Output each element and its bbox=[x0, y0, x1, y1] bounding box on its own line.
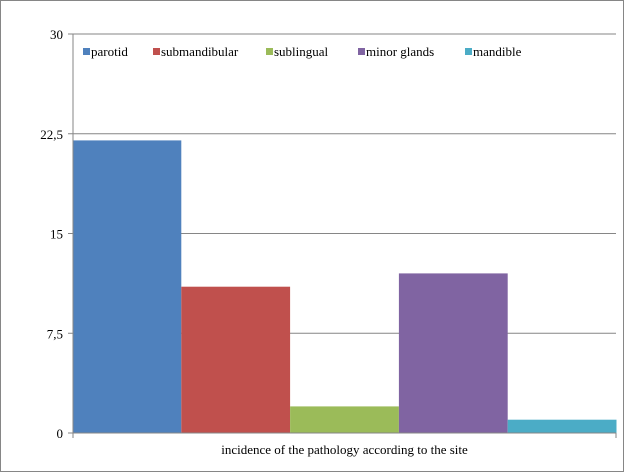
y-tick-labels: 0 7,5 15 22,5 30 bbox=[40, 27, 63, 441]
y-tick-label: 30 bbox=[50, 27, 63, 42]
bar-submandibular bbox=[181, 286, 291, 433]
y-tick-label: 0 bbox=[57, 426, 64, 441]
axes bbox=[68, 33, 617, 438]
bars bbox=[72, 140, 617, 433]
legend-swatch-parotid bbox=[83, 48, 90, 55]
legend-swatch-mandible bbox=[465, 48, 472, 55]
bar-sublingual bbox=[290, 406, 399, 433]
x-category-label: incidence of the pathology according to … bbox=[221, 442, 468, 457]
legend: parotid submandibular sublingual minor glan… bbox=[83, 44, 522, 59]
y-tick-label: 7,5 bbox=[47, 326, 63, 341]
legend-label-parotid: parotid bbox=[91, 44, 128, 59]
y-tick-label: 22,5 bbox=[40, 127, 63, 142]
legend-swatch-minor-glands bbox=[358, 48, 365, 55]
legend-label-submandibular: submandibular bbox=[161, 44, 239, 59]
y-tick-label: 15 bbox=[50, 227, 63, 242]
legend-label-mandible: mandible bbox=[473, 44, 522, 59]
legend-swatch-submandibular bbox=[153, 48, 160, 55]
bar-minor-glands bbox=[398, 273, 508, 433]
x-category-labels: incidence of the pathology according to … bbox=[221, 442, 468, 457]
bar-mandible bbox=[507, 419, 617, 433]
legend-swatch-sublingual bbox=[266, 48, 273, 55]
legend-label-minor-glands: minor glands bbox=[366, 44, 434, 59]
legend-label-sublingual: sublingual bbox=[274, 44, 329, 59]
bar-parotid bbox=[72, 140, 182, 433]
